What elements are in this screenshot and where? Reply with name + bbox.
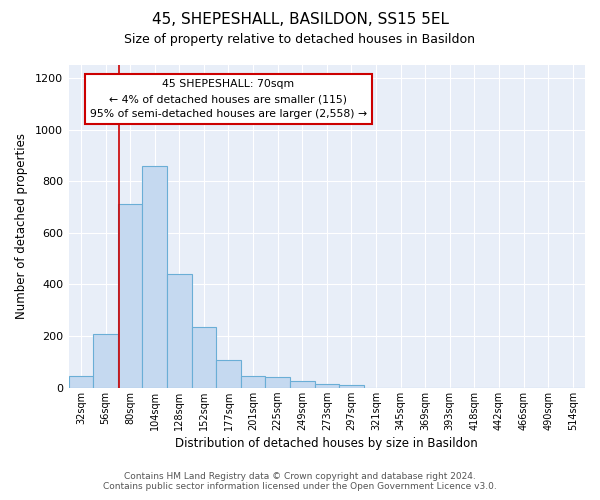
Text: Contains HM Land Registry data © Crown copyright and database right 2024.: Contains HM Land Registry data © Crown c…	[124, 472, 476, 481]
Bar	[314, 384, 339, 388]
X-axis label: Distribution of detached houses by size in Basildon: Distribution of detached houses by size …	[175, 437, 478, 450]
Text: 45, SHEPESHALL, BASILDON, SS15 5EL: 45, SHEPESHALL, BASILDON, SS15 5EL	[151, 12, 449, 28]
Bar	[167, 274, 191, 388]
Y-axis label: Number of detached properties: Number of detached properties	[15, 134, 28, 320]
Text: Size of property relative to detached houses in Basildon: Size of property relative to detached ho…	[125, 32, 476, 46]
Bar	[290, 381, 314, 388]
Text: 45 SHEPESHALL: 70sqm
← 4% of detached houses are smaller (115)
95% of semi-detac: 45 SHEPESHALL: 70sqm ← 4% of detached ho…	[90, 79, 367, 119]
Bar	[142, 166, 167, 388]
Text: Contains public sector information licensed under the Open Government Licence v3: Contains public sector information licen…	[103, 482, 497, 491]
Bar	[118, 204, 142, 388]
Bar	[241, 376, 265, 388]
Bar	[93, 334, 118, 388]
Bar	[265, 376, 290, 388]
Bar	[191, 327, 216, 388]
Bar	[339, 385, 364, 388]
Bar	[68, 376, 93, 388]
Bar	[216, 360, 241, 388]
